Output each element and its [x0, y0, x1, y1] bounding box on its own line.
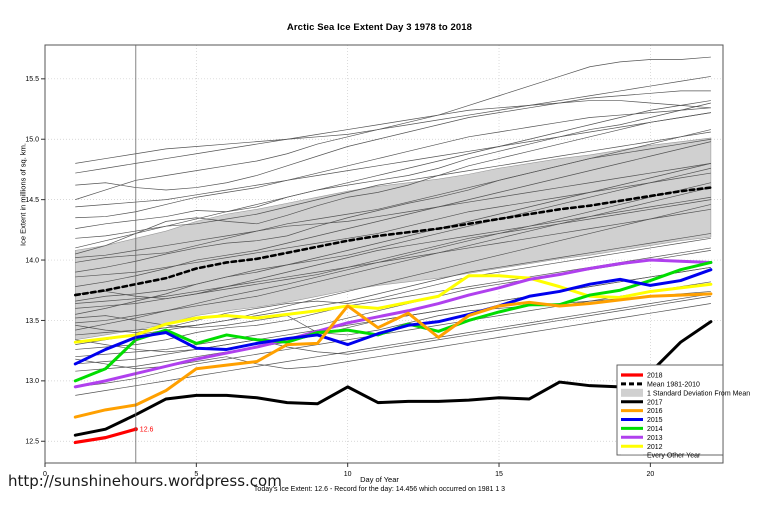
background-year-line	[75, 90, 711, 191]
background-year-line	[75, 208, 711, 304]
background-year-line	[75, 163, 711, 315]
background-year-line	[75, 167, 711, 302]
background-year-line	[75, 112, 711, 255]
x-tick-label: 20	[646, 471, 654, 478]
y-tick-label: 13.0	[25, 378, 39, 385]
background-year-line	[75, 172, 711, 278]
legend-label-1-standard-deviation-from-mean: 1 Standard Deviation From Mean	[647, 390, 750, 397]
series-line-2013	[73, 258, 713, 389]
background-year-line	[75, 182, 711, 331]
legend-label-2014: 2014	[647, 426, 663, 433]
series-line-2017	[73, 320, 713, 437]
x-tick-label: 10	[344, 471, 352, 478]
background-year-line	[75, 138, 711, 263]
background-year-line	[75, 281, 711, 388]
background-year-line	[75, 131, 711, 239]
background-year-line	[75, 129, 711, 273]
legend-label-2013: 2013	[647, 435, 663, 442]
y-tick-label: 13.5	[25, 318, 39, 325]
background-year-line	[75, 163, 711, 258]
x-tick-label: 15	[495, 471, 503, 478]
background-year-line	[75, 56, 711, 200]
chart-subtitle: Today's Ice Extent: 12.6 - Record for th…	[253, 486, 506, 493]
today-value-label: 12.6	[140, 427, 154, 434]
legend-label-2012: 2012	[647, 444, 663, 451]
background-year-line	[75, 266, 711, 365]
background-year-line	[75, 291, 711, 336]
plot-frame	[44, 44, 724, 464]
page-title: Arctic Sea Ice Extent Day 3 1978 to 2018	[286, 22, 473, 33]
background-year-line	[75, 102, 711, 229]
legend-label-2015: 2015	[647, 417, 663, 424]
legend-label-every-other-year: Every Other Year	[647, 453, 701, 460]
x-tick-label: 5	[194, 471, 198, 478]
series-line-mean-1981-2010	[73, 186, 713, 297]
x-axis-title: Day of Year	[360, 475, 399, 484]
legend-label-2018: 2018	[647, 373, 663, 380]
background-year-line	[75, 196, 711, 300]
y-tick-label: 14.5	[25, 197, 39, 204]
series-line-2015	[73, 268, 713, 366]
y-tick-label: 15.5	[25, 76, 39, 83]
background-year-line	[75, 107, 711, 219]
background-year-line	[75, 100, 711, 249]
legend-label-mean-1981-2010: Mean 1981-2010	[647, 382, 700, 389]
y-tick-label: 14.0	[25, 257, 39, 264]
y-tick-label: 15.0	[25, 137, 39, 144]
background-year-line	[75, 76, 711, 164]
legend-label-2016: 2016	[647, 408, 663, 415]
series-line-2018	[73, 427, 138, 445]
series-line-2016	[73, 292, 713, 419]
background-year-line	[75, 112, 711, 208]
background-year-line	[75, 187, 711, 324]
axes: 12.5 13.0 13.5 14.0 14.5 15.0 15.5 0 5 10 15 20	[25, 44, 724, 478]
y-tick-label: 12.5	[25, 439, 39, 446]
highlighted-series: 12.6	[73, 186, 713, 445]
background-year-line	[75, 204, 711, 345]
background-year-line	[75, 295, 711, 355]
legend-label-2017: 2017	[647, 399, 663, 406]
legend-swatch-1-standard-deviation-from-mean	[621, 388, 643, 397]
background-year-lines	[75, 56, 711, 396]
series-line-2012	[73, 274, 713, 344]
x-tick-label: 0	[43, 471, 47, 478]
background-year-line	[75, 100, 711, 174]
watermark-url: http://sunshinehours.wordpress.com	[8, 472, 282, 490]
background-year-line	[75, 237, 711, 333]
background-year-line	[75, 141, 711, 287]
